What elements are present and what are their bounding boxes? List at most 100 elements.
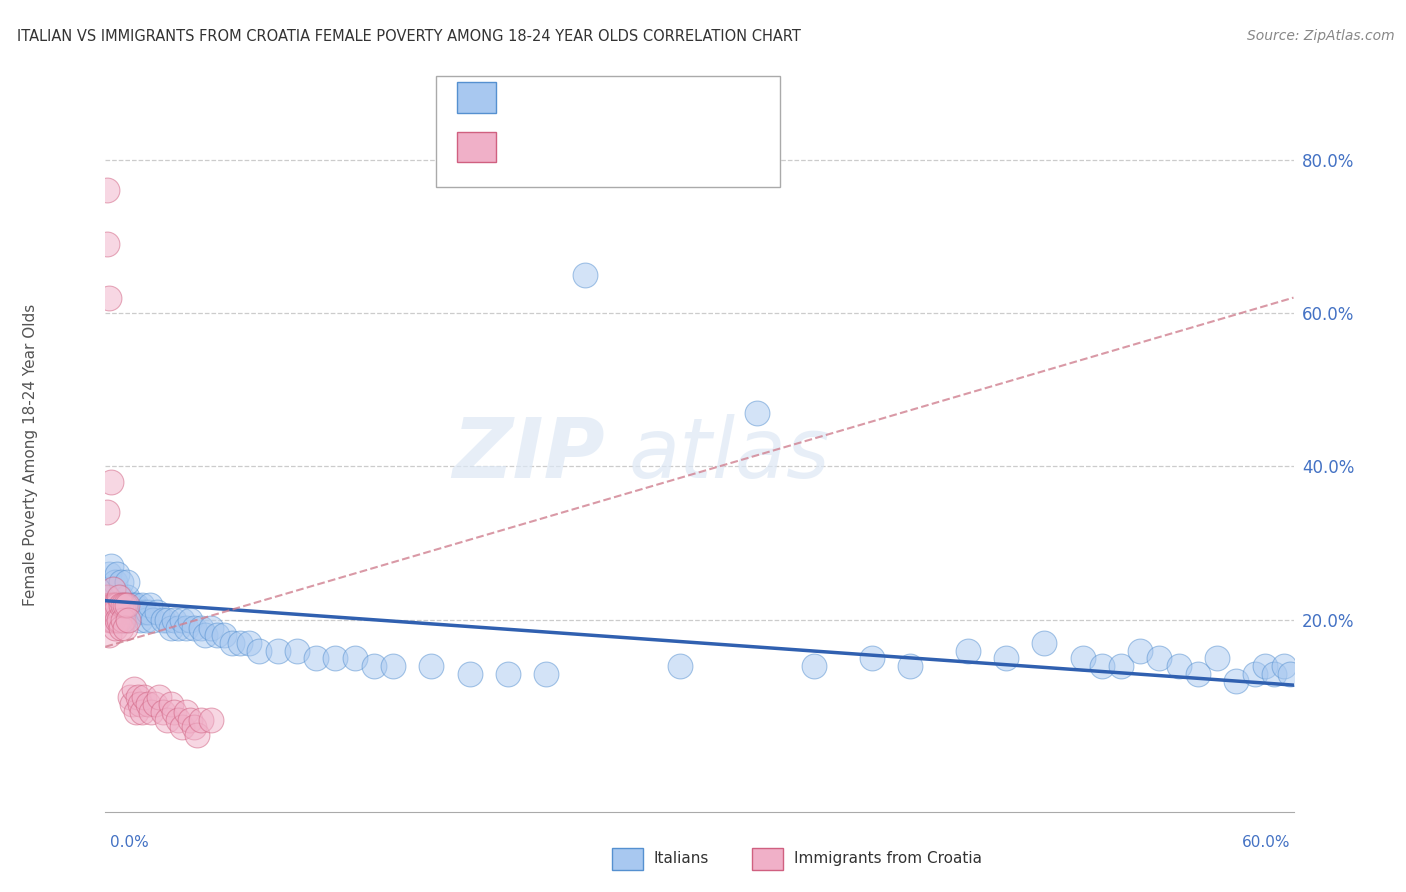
Point	[956, 643, 979, 657]
Point	[104, 605, 127, 619]
Point	[163, 705, 186, 719]
Point	[156, 613, 179, 627]
Point	[101, 582, 124, 597]
Point	[121, 698, 143, 712]
Point	[100, 613, 122, 627]
Point	[122, 598, 145, 612]
Point	[101, 613, 124, 627]
Point	[98, 605, 121, 619]
Point	[148, 690, 170, 704]
Point	[111, 613, 134, 627]
Point	[183, 720, 205, 734]
Point	[1225, 674, 1247, 689]
Point	[574, 268, 596, 282]
Point	[136, 605, 159, 619]
Point	[108, 590, 131, 604]
Point	[127, 605, 149, 619]
Point	[115, 574, 138, 589]
Point	[129, 613, 152, 627]
Point	[152, 613, 174, 627]
Point	[1071, 651, 1094, 665]
Text: R = -0.360  N = 87: R = -0.360 N = 87	[505, 90, 678, 105]
Point	[96, 183, 118, 197]
Text: ITALIAN VS IMMIGRANTS FROM CROATIA FEMALE POVERTY AMONG 18-24 YEAR OLDS CORRELAT: ITALIAN VS IMMIGRANTS FROM CROATIA FEMAL…	[17, 29, 801, 44]
Point	[190, 621, 212, 635]
Point	[167, 713, 190, 727]
Point	[101, 598, 124, 612]
Point	[105, 566, 128, 581]
Point	[117, 605, 139, 619]
Point	[98, 566, 121, 581]
Point	[172, 613, 194, 627]
Point	[101, 598, 124, 612]
Point	[143, 698, 166, 712]
Point	[100, 559, 122, 574]
Point	[183, 621, 205, 635]
Point	[114, 613, 136, 627]
Point	[96, 590, 118, 604]
Text: Source: ZipAtlas.com: Source: ZipAtlas.com	[1247, 29, 1395, 43]
Point	[115, 590, 138, 604]
Point	[458, 666, 481, 681]
Point	[108, 613, 131, 627]
Point	[152, 705, 174, 719]
Point	[110, 621, 132, 635]
Point	[117, 613, 139, 627]
Point	[132, 690, 155, 704]
Point	[1244, 666, 1267, 681]
Point	[110, 574, 132, 589]
Point	[141, 705, 163, 719]
Point	[159, 621, 181, 635]
Point	[100, 590, 122, 604]
Text: 60.0%: 60.0%	[1243, 836, 1291, 850]
Point	[96, 605, 118, 619]
Point	[120, 598, 142, 612]
Point	[496, 666, 519, 681]
Point	[190, 713, 212, 727]
Point	[1149, 651, 1171, 665]
Point	[135, 613, 157, 627]
Point	[1033, 636, 1056, 650]
Point	[132, 605, 155, 619]
Point	[110, 590, 132, 604]
Point	[745, 406, 768, 420]
Point	[1278, 666, 1301, 681]
Point	[156, 713, 179, 727]
Point	[114, 598, 136, 612]
Point	[105, 598, 128, 612]
Point	[221, 636, 243, 650]
Point	[238, 636, 260, 650]
Point	[98, 598, 121, 612]
Point	[228, 636, 250, 650]
Point	[125, 705, 148, 719]
Text: 0.0%: 0.0%	[110, 836, 149, 850]
Point	[803, 659, 825, 673]
Point	[267, 643, 290, 657]
Point	[122, 681, 145, 696]
Point	[96, 506, 118, 520]
Point	[1187, 666, 1209, 681]
Point	[305, 651, 328, 665]
Point	[1091, 659, 1114, 673]
Point	[325, 651, 347, 665]
Point	[534, 666, 557, 681]
Point	[115, 598, 138, 612]
Point	[194, 628, 217, 642]
Point	[114, 621, 136, 635]
Point	[669, 659, 692, 673]
Point	[167, 621, 190, 635]
Point	[179, 713, 201, 727]
Point	[247, 643, 270, 657]
Point	[146, 605, 169, 619]
Text: Immigrants from Croatia: Immigrants from Croatia	[794, 852, 983, 866]
Point	[100, 475, 122, 489]
Point	[96, 236, 118, 251]
Point	[163, 613, 186, 627]
Point	[1205, 651, 1227, 665]
Point	[110, 598, 132, 612]
Point	[98, 291, 121, 305]
Point	[111, 613, 134, 627]
Point	[285, 643, 308, 657]
Point	[200, 713, 222, 727]
Point	[420, 659, 443, 673]
